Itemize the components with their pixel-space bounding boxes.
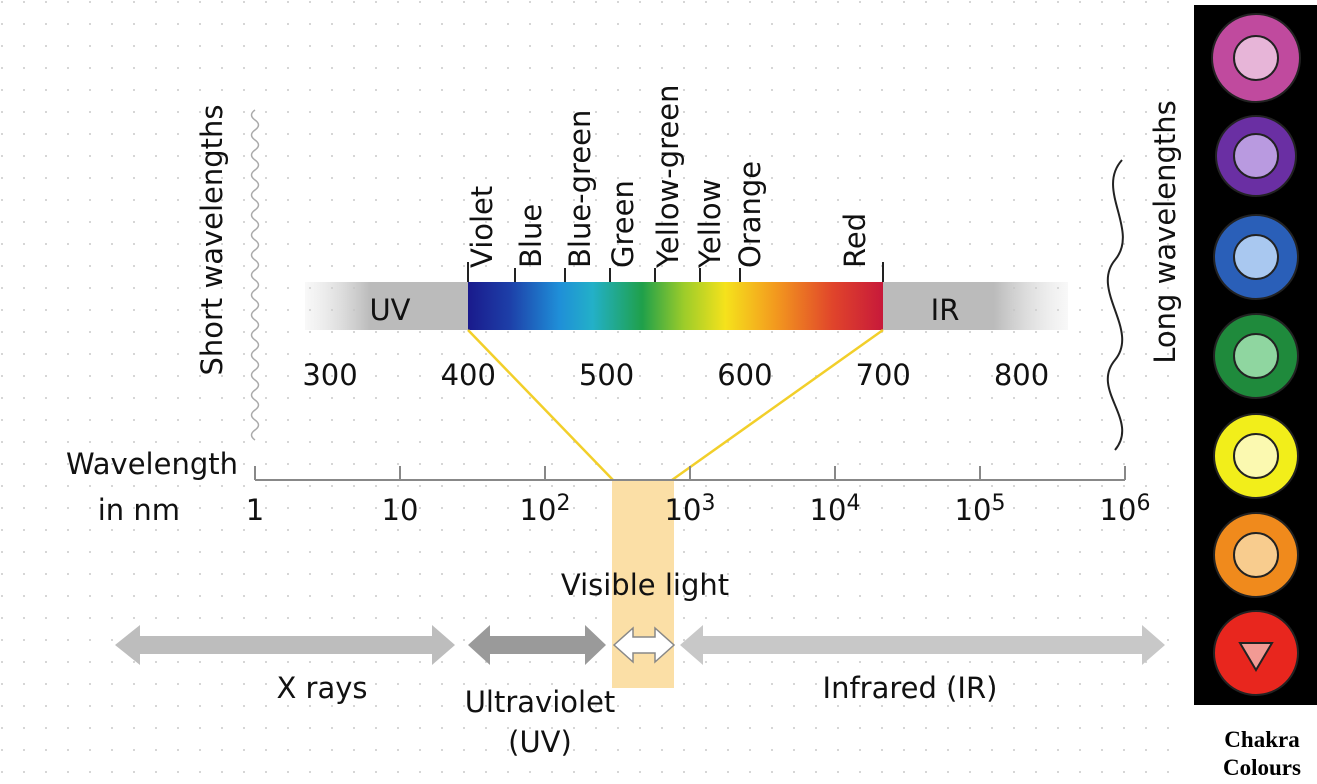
xray-arrow <box>115 625 455 665</box>
tick-base: 10 <box>955 493 992 527</box>
color-label: Yellow-green <box>651 84 685 269</box>
uv-region-label: (UV) <box>508 725 572 759</box>
log-tick-label: 1 <box>246 493 264 527</box>
chakras <box>1211 13 1301 696</box>
long-label: Long wavelengths <box>1148 100 1182 363</box>
axis-label: in nm <box>98 493 180 527</box>
tick-base: 10 <box>665 493 702 527</box>
ir-arrow <box>680 625 1165 665</box>
log-tick-label: 106 <box>1100 491 1151 527</box>
visible-arrow <box>612 626 676 664</box>
projection-line <box>467 329 614 481</box>
long-wave <box>1106 159 1124 451</box>
caption: Colours <box>1223 755 1301 780</box>
nm-tick-label: 400 <box>441 358 496 392</box>
short-wave <box>250 109 260 441</box>
tick-exponent: 2 <box>556 491 570 516</box>
uv-band <box>305 282 468 330</box>
nm-tick-label: 700 <box>856 358 911 392</box>
color-label: Blue <box>514 204 548 268</box>
tick-exponent: 3 <box>701 491 715 516</box>
color-label: Orange <box>733 161 767 268</box>
ir-region-label: Infrared (IR) <box>823 671 998 705</box>
tick-exponent: 4 <box>846 491 860 516</box>
color-label: Blue-green <box>563 110 597 268</box>
log-tick-label: 105 <box>955 491 1006 527</box>
tick-base: 1 <box>246 493 264 527</box>
log-tick-label: 10 <box>382 493 419 527</box>
color-ticks <box>467 262 884 282</box>
log-tick-label: 102 <box>520 491 571 527</box>
color-label: Yellow <box>693 179 727 269</box>
tick-base: 10 <box>520 493 557 527</box>
nm-tick-label: 600 <box>717 358 772 392</box>
xray-label: X rays <box>276 671 367 705</box>
color-label: Green <box>606 180 640 268</box>
short-label: Short wavelengths <box>195 104 229 375</box>
tick-base: 10 <box>1100 493 1137 527</box>
log-tick-label: 104 <box>810 491 861 527</box>
uv-label: UV <box>369 293 410 327</box>
ir-label: IR <box>931 293 960 327</box>
uv-region-label: Ultraviolet <box>465 685 616 719</box>
caption: Chakra <box>1224 727 1300 752</box>
color-label: Red <box>838 213 872 268</box>
log-tick-label: 103 <box>665 491 716 527</box>
nm-tick-label: 500 <box>579 358 634 392</box>
uv-arrow <box>468 625 606 665</box>
ir-band <box>883 282 1068 330</box>
nm-tick-label: 300 <box>302 358 357 392</box>
color-label: Violet <box>465 186 499 268</box>
tick-base: 10 <box>382 493 419 527</box>
visible-label: Visible light <box>561 568 729 602</box>
tick-exponent: 6 <box>1136 491 1150 516</box>
visible-band <box>468 282 883 330</box>
nm-tick-label: 800 <box>994 358 1049 392</box>
axis-label: Wavelength <box>66 447 238 481</box>
tick-exponent: 5 <box>991 491 1005 516</box>
projection-line <box>671 328 884 482</box>
tick-base: 10 <box>810 493 847 527</box>
